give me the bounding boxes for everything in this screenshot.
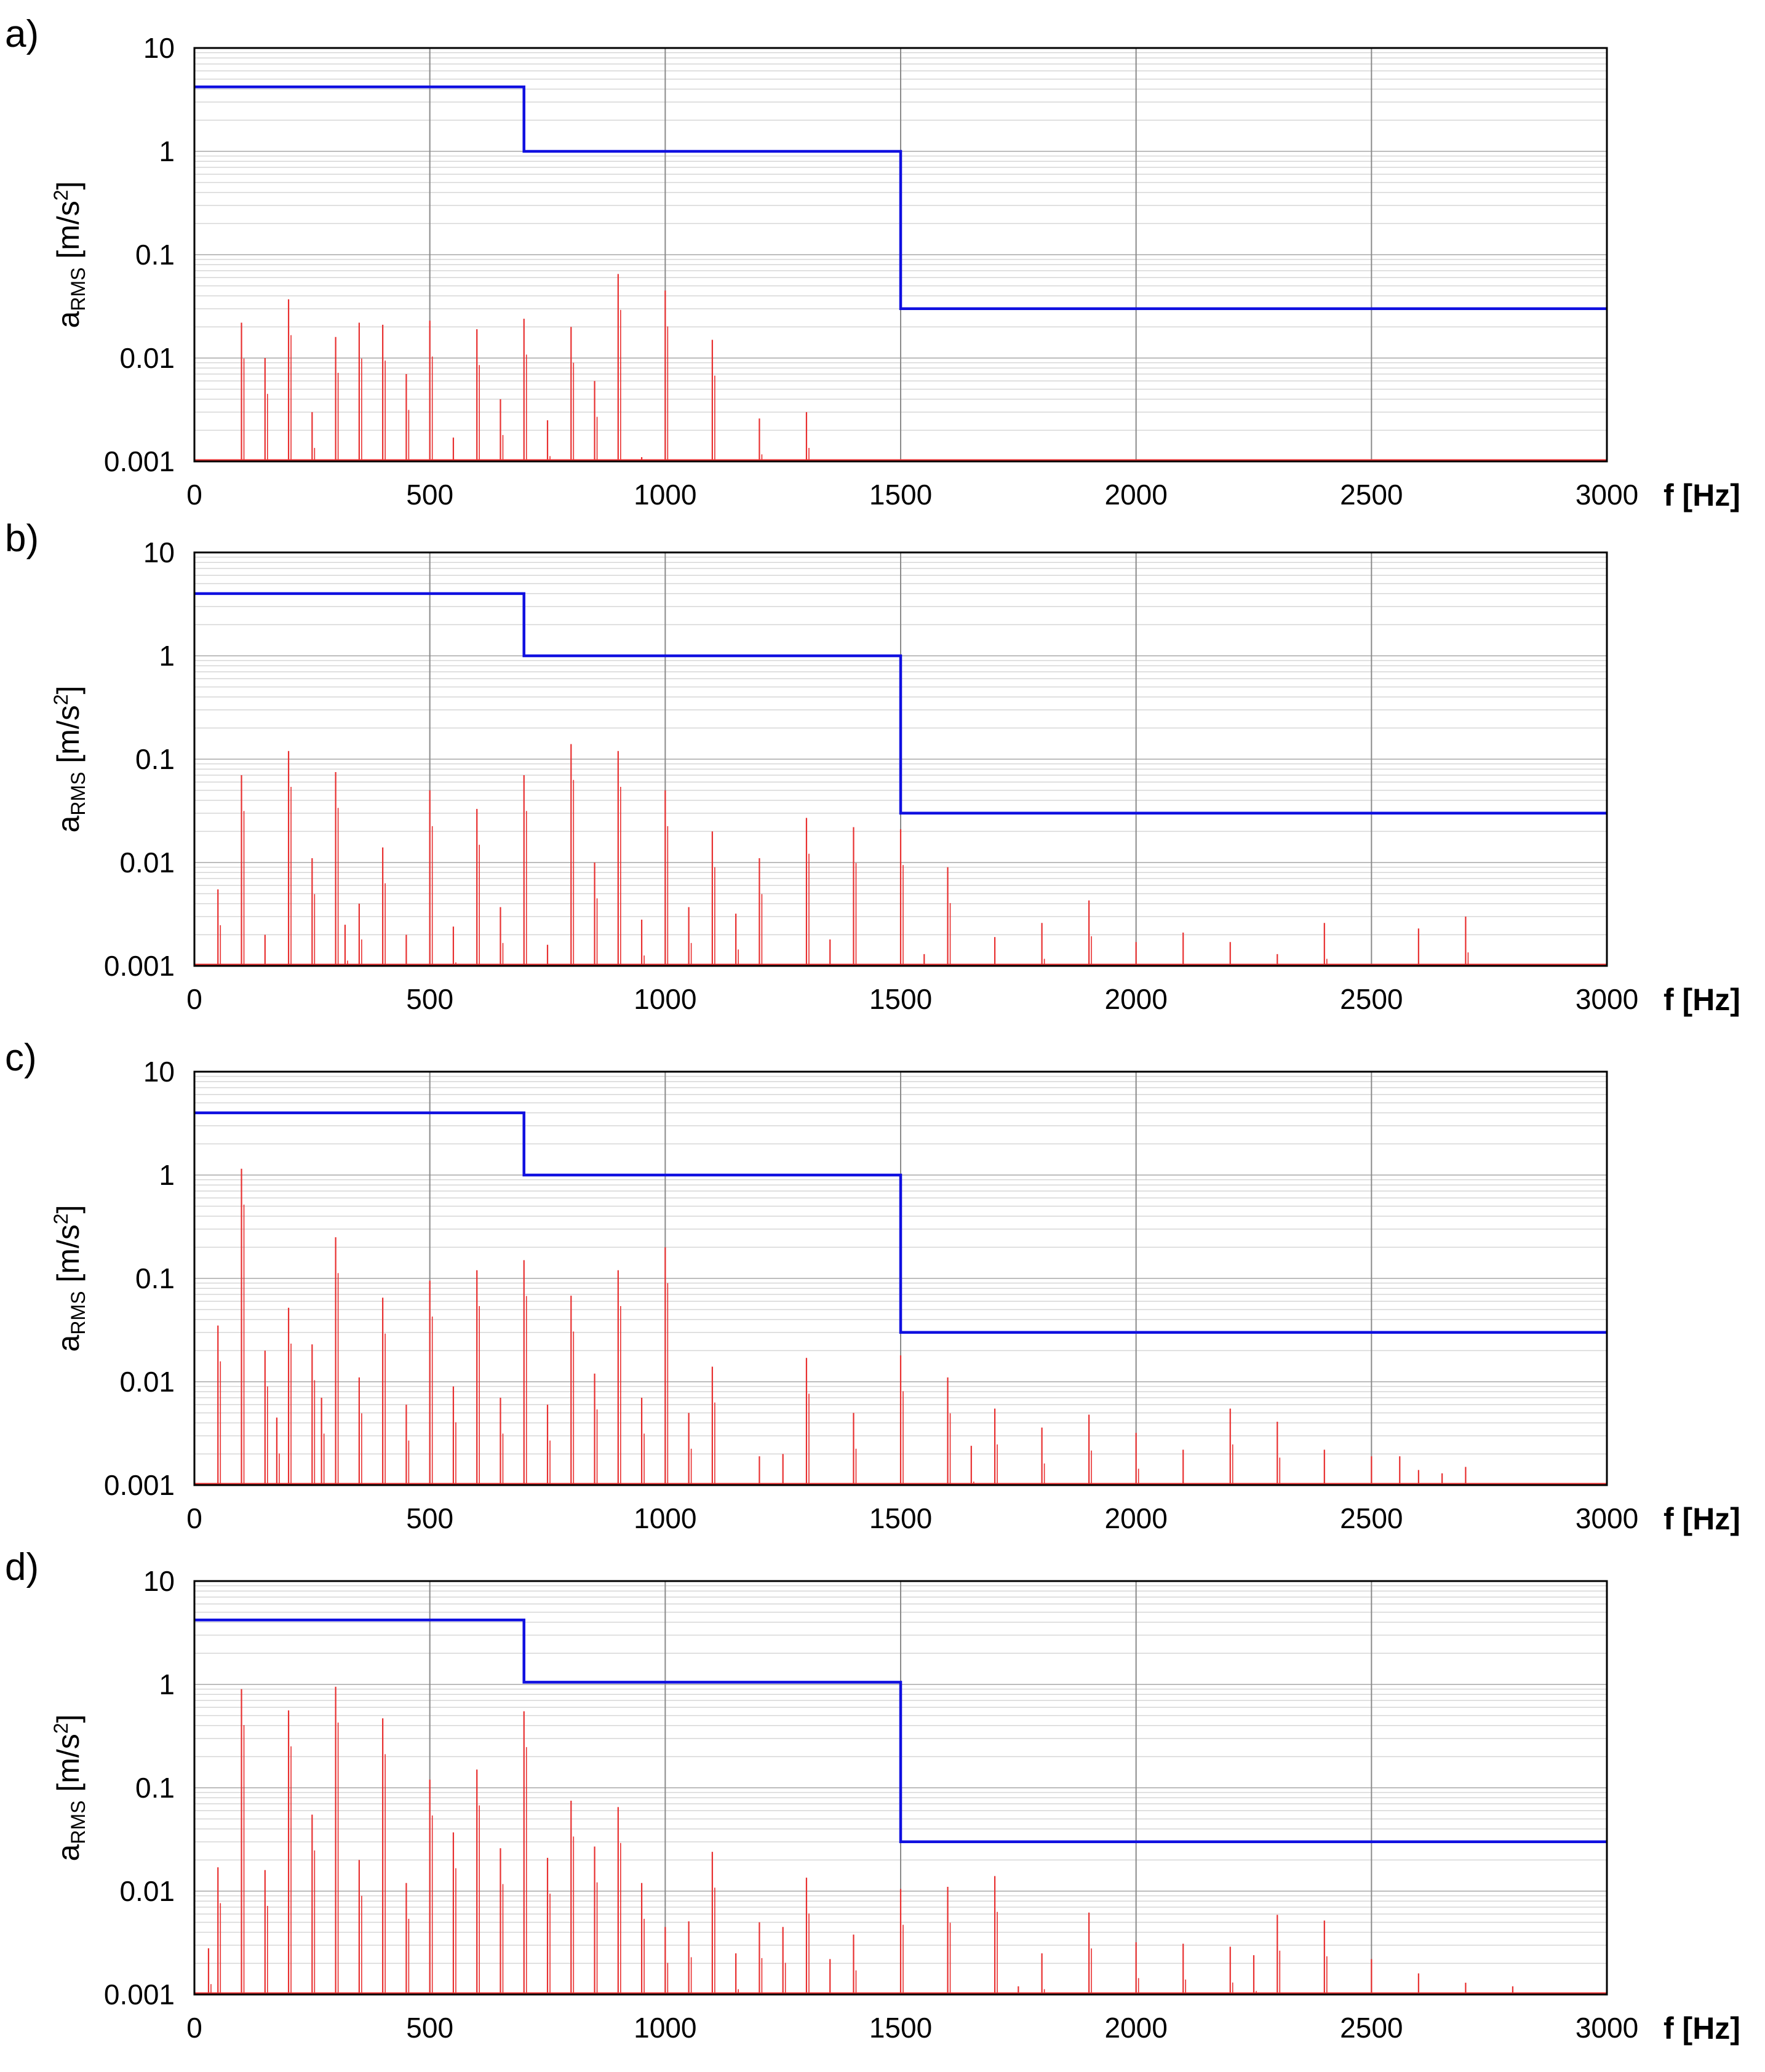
- y-axis-label: aRMS [m/s2]: [50, 1205, 89, 1352]
- x-tick-label: 2000: [1104, 479, 1167, 511]
- y-axis-label-unit: [m/s: [51, 705, 86, 771]
- y-tick-label: 0.01: [119, 1875, 175, 1907]
- chart-panel-1: 0.001 0.01 0.1 1 10 0 500 1000 1500 2000 2500 3000 f…: [5, 517, 1740, 1017]
- x-tick-label: 500: [406, 2012, 453, 2044]
- y-tick-label: 10: [143, 1056, 175, 1088]
- x-tick-label: 1500: [869, 1502, 932, 1534]
- y-axis-label-sub: RMS: [67, 1291, 89, 1335]
- y-axis-label-unit-close: ]: [51, 181, 86, 190]
- y-tick-label: 0.001: [104, 445, 175, 477]
- y-tick-label: 10: [143, 32, 175, 64]
- x-tick-label: 1000: [634, 2012, 696, 2044]
- y-axis-label-sup: 2: [50, 694, 72, 705]
- y-axis-label-sub: RMS: [67, 268, 89, 311]
- plot-frame: [193, 47, 1608, 463]
- y-tick-label: 10: [143, 1565, 175, 1597]
- y-axis-label: aRMS [m/s2]: [50, 181, 89, 329]
- x-tick-label: 1500: [869, 2012, 932, 2044]
- chart-panel-3: 0.001 0.01 0.1 1 10 0 500 1000 1500 2000 2500 3000 f…: [5, 1546, 1740, 2046]
- plot-frame: [193, 1580, 1608, 1996]
- y-tick-label: 0.01: [119, 847, 175, 879]
- x-tick-label: 2000: [1104, 2012, 1167, 2044]
- y-axis-label-unit-close: ]: [51, 686, 86, 695]
- panel-label: c): [5, 1037, 37, 1079]
- x-tick-label: 1000: [634, 479, 696, 511]
- y-axis-label-unit: [m/s: [51, 201, 86, 267]
- y-tick-label: 0.1: [135, 1262, 175, 1294]
- x-tick-label: 2500: [1340, 479, 1403, 511]
- panel-label: b): [5, 517, 39, 560]
- y-axis-label-sub: RMS: [67, 772, 89, 816]
- y-axis-label-sup: 2: [50, 1213, 72, 1224]
- x-tick-label: 2000: [1104, 983, 1167, 1015]
- y-axis-label-unit-close: ]: [51, 1205, 86, 1214]
- x-tick-label: 2500: [1340, 1502, 1403, 1534]
- y-tick-label: 0.001: [104, 1469, 175, 1501]
- x-tick-label: 3000: [1576, 1502, 1638, 1534]
- x-tick-label: 0: [186, 983, 202, 1015]
- x-tick-label: 500: [406, 983, 453, 1015]
- x-tick-label: 500: [406, 1502, 453, 1534]
- x-tick-label: 3000: [1576, 2012, 1638, 2044]
- y-tick-label: 1: [159, 135, 175, 167]
- y-axis-label-main: a: [51, 1844, 86, 1861]
- x-tick-label: 0: [186, 1502, 202, 1534]
- plot-frame: [193, 551, 1608, 967]
- y-tick-label: 0.001: [104, 1978, 175, 2010]
- y-axis-label-unit: [m/s: [51, 1734, 86, 1800]
- y-tick-label: 0.01: [119, 1366, 175, 1398]
- y-axis-label-sup: 2: [50, 189, 72, 201]
- x-tick-label: 1500: [869, 983, 932, 1015]
- x-tick-label: 0: [186, 479, 202, 511]
- y-axis-label: aRMS [m/s2]: [50, 1715, 89, 1862]
- x-tick-label: 3000: [1576, 983, 1638, 1015]
- y-tick-label: 0.1: [135, 743, 175, 775]
- x-tick-label: 1000: [634, 983, 696, 1015]
- y-tick-label: 0.01: [119, 342, 175, 374]
- x-axis-label: f [Hz]: [1663, 1502, 1740, 1536]
- x-tick-label: 2000: [1104, 1502, 1167, 1534]
- y-axis-label-main: a: [51, 815, 86, 832]
- limit-line: [194, 1619, 1607, 1844]
- y-axis-label: aRMS [m/s2]: [50, 686, 89, 833]
- panel-label: a): [5, 13, 39, 55]
- limit-line: [194, 592, 1607, 815]
- plot-frame: [193, 1070, 1608, 1486]
- y-axis-label-main: a: [51, 1334, 86, 1352]
- x-tick-label: 500: [406, 479, 453, 511]
- x-axis-label: f [Hz]: [1663, 2011, 1740, 2046]
- y-tick-label: 1: [159, 1159, 175, 1191]
- y-tick-label: 0.1: [135, 1772, 175, 1804]
- limit-line: [194, 86, 1607, 311]
- y-tick-label: 10: [143, 536, 175, 568]
- x-tick-label: 0: [186, 2012, 202, 2044]
- y-axis-label-unit: [m/s: [51, 1224, 86, 1291]
- y-tick-label: 0.001: [104, 950, 175, 982]
- x-tick-label: 1500: [869, 479, 932, 511]
- limit-line: [194, 1111, 1607, 1334]
- x-tick-label: 3000: [1576, 479, 1638, 511]
- x-tick-label: 1000: [634, 1502, 696, 1534]
- y-axis-label-main: a: [51, 311, 86, 328]
- chart-panel-2: 0.001 0.01 0.1 1 10 0 500 1000 1500 2000 2500 3000 f…: [5, 1037, 1740, 1536]
- x-tick-label: 2500: [1340, 2012, 1403, 2044]
- panel-label: d): [5, 1546, 39, 1588]
- x-axis-label: f [Hz]: [1663, 982, 1740, 1017]
- y-tick-label: 0.1: [135, 239, 175, 271]
- x-tick-label: 2500: [1340, 983, 1403, 1015]
- x-axis-label: f [Hz]: [1663, 478, 1740, 512]
- chart-panel-0: 0.001 0.01 0.1 1 10 0 500 1000 1500 2000 2500 3000 f…: [5, 13, 1740, 512]
- y-tick-label: 1: [159, 640, 175, 672]
- y-axis-label-sub: RMS: [67, 1801, 89, 1844]
- y-axis-label-sup: 2: [50, 1723, 72, 1734]
- y-tick-label: 1: [159, 1668, 175, 1700]
- y-axis-label-unit-close: ]: [51, 1715, 86, 1723]
